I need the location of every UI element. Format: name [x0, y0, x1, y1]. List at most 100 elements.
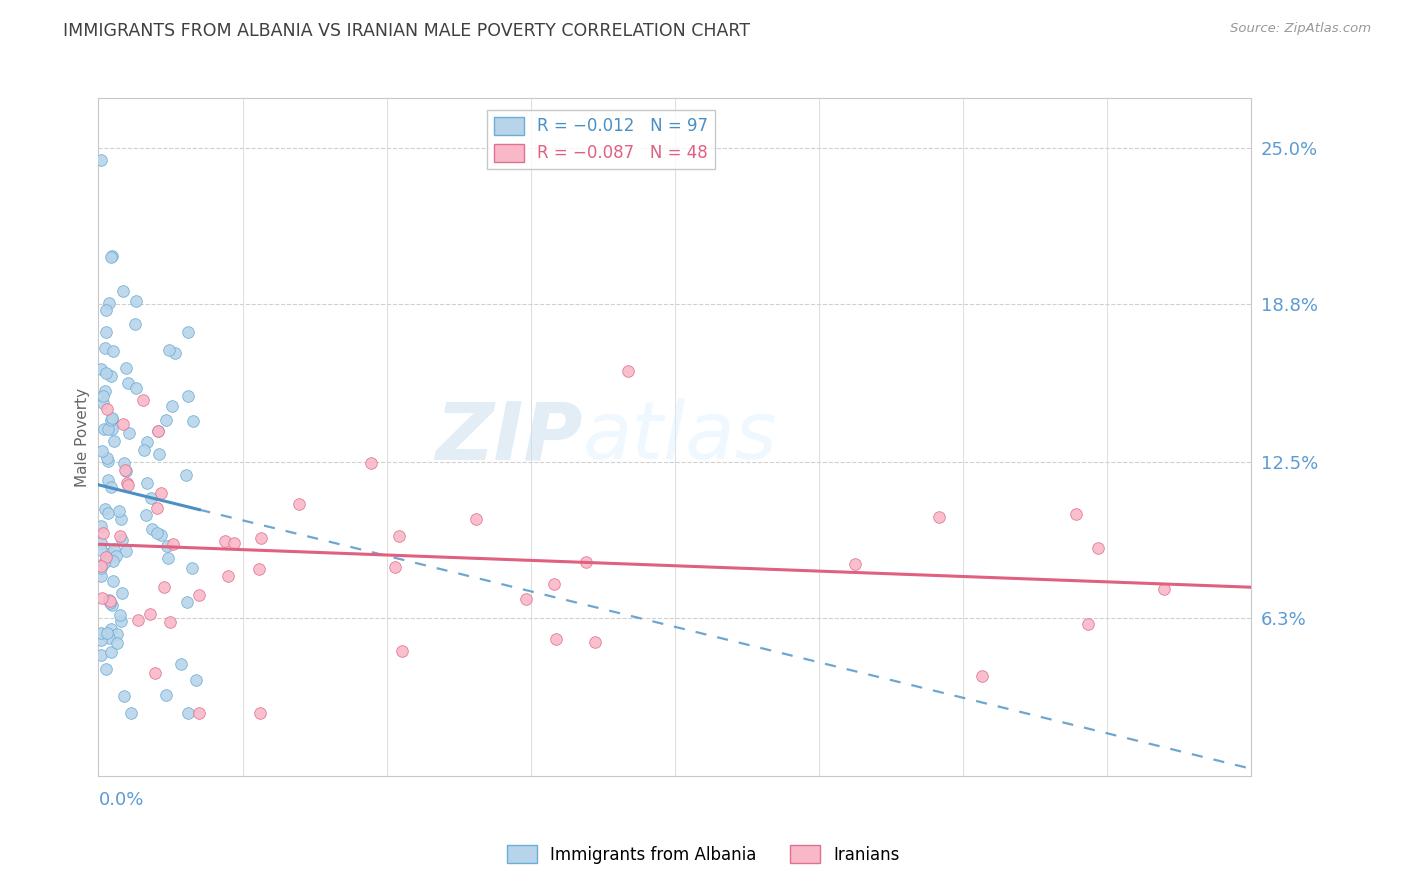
Point [124, 317, 146, 331]
Point [1077, 617, 1099, 632]
Point [94, 662, 117, 676]
Point [217, 568, 239, 582]
Point [94, 554, 117, 568]
Point [101, 422, 124, 436]
Point [844, 557, 866, 571]
Point [93, 557, 115, 571]
Point [176, 389, 198, 403]
Point [120, 706, 142, 721]
Text: ZIP: ZIP [436, 398, 582, 476]
Legend: Immigrants from Albania, Iranians: Immigrants from Albania, Iranians [501, 838, 905, 871]
Point [153, 580, 176, 594]
Point [90, 648, 112, 662]
Point [107, 504, 129, 518]
Point [108, 608, 131, 623]
Point [176, 594, 198, 608]
Point [391, 644, 413, 658]
Point [157, 343, 180, 357]
Point [97, 421, 120, 435]
Point [156, 539, 179, 553]
Text: Source: ZipAtlas.com: Source: ZipAtlas.com [1230, 22, 1371, 36]
Point [103, 541, 125, 556]
Point [146, 525, 169, 540]
Point [108, 529, 131, 543]
Point [214, 534, 236, 549]
Point [157, 550, 180, 565]
Point [288, 497, 311, 511]
Point [250, 531, 273, 545]
Y-axis label: Male Poverty: Male Poverty [75, 387, 90, 487]
Point [105, 636, 128, 650]
Point [575, 555, 598, 569]
Point [132, 442, 155, 457]
Point [617, 363, 640, 377]
Point [91, 525, 114, 540]
Text: atlas: atlas [582, 398, 778, 476]
Point [162, 537, 184, 551]
Point [96, 402, 118, 417]
Point [90, 153, 112, 168]
Point [184, 673, 207, 688]
Point [188, 706, 211, 721]
Point [101, 412, 124, 426]
Point [90, 626, 112, 640]
Point [91, 444, 114, 458]
Point [131, 392, 153, 407]
Point [93, 422, 115, 436]
Point [111, 585, 134, 599]
Point [135, 475, 157, 490]
Point [150, 528, 173, 542]
Point [98, 295, 121, 310]
Point [90, 558, 112, 573]
Point [169, 657, 191, 671]
Point [146, 424, 169, 438]
Point [155, 689, 177, 703]
Point [112, 417, 135, 431]
Point [135, 508, 157, 523]
Point [90, 542, 112, 557]
Point [98, 593, 121, 607]
Point [160, 399, 183, 413]
Point [115, 544, 138, 558]
Point [222, 536, 245, 550]
Point [100, 368, 122, 383]
Point [188, 588, 211, 602]
Point [114, 464, 136, 478]
Point [100, 623, 122, 637]
Point [118, 425, 141, 440]
Point [972, 669, 994, 683]
Point [146, 424, 169, 438]
Point [97, 473, 120, 487]
Point [159, 615, 181, 629]
Point [114, 360, 136, 375]
Point [583, 634, 606, 648]
Point [150, 486, 173, 500]
Point [98, 596, 121, 610]
Point [165, 346, 187, 360]
Point [112, 689, 135, 703]
Point [114, 463, 136, 477]
Point [103, 574, 125, 588]
Point [101, 410, 124, 425]
Point [141, 522, 163, 536]
Point [127, 613, 149, 627]
Point [388, 529, 411, 543]
Point [543, 577, 565, 591]
Point [94, 325, 117, 339]
Point [100, 480, 122, 494]
Point [181, 413, 204, 427]
Point [1087, 541, 1109, 555]
Point [112, 456, 135, 470]
Point [181, 561, 204, 575]
Point [90, 569, 112, 583]
Legend: R = −0.012   N = 97, R = −0.087   N = 48: R = −0.012 N = 97, R = −0.087 N = 48 [488, 110, 714, 169]
Point [97, 506, 120, 520]
Point [91, 396, 114, 410]
Point [94, 303, 117, 318]
Point [155, 413, 177, 427]
Point [100, 599, 122, 613]
Point [100, 250, 122, 264]
Point [103, 343, 125, 358]
Point [125, 381, 148, 395]
Point [1064, 507, 1087, 521]
